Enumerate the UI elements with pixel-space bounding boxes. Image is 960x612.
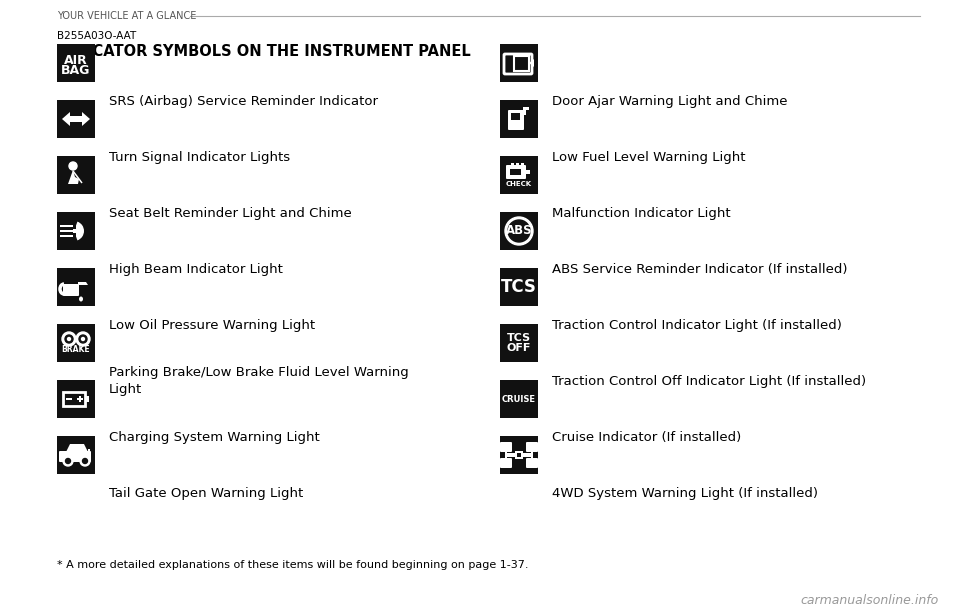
Bar xyxy=(88,449,90,460)
Text: ABS: ABS xyxy=(506,225,532,237)
Text: Low Fuel Level Warning Light: Low Fuel Level Warning Light xyxy=(552,151,746,163)
Polygon shape xyxy=(66,444,88,452)
Bar xyxy=(60,230,74,232)
Text: Seat Belt Reminder Light and Chime: Seat Belt Reminder Light and Chime xyxy=(109,206,351,220)
Bar xyxy=(57,268,95,306)
Circle shape xyxy=(63,456,73,466)
Text: Traction Control Indicator Light (If installed): Traction Control Indicator Light (If ins… xyxy=(552,318,842,332)
Bar xyxy=(79,396,81,402)
Polygon shape xyxy=(68,170,79,184)
Circle shape xyxy=(69,162,77,170)
Circle shape xyxy=(67,337,70,340)
Bar xyxy=(517,453,521,457)
Circle shape xyxy=(82,337,84,340)
Bar xyxy=(60,235,74,237)
Bar xyxy=(506,453,532,457)
Text: Cruise Indicator (If installed): Cruise Indicator (If installed) xyxy=(552,430,741,444)
Bar xyxy=(66,398,72,400)
Text: CHECK: CHECK xyxy=(506,181,532,187)
Text: Turn Signal Indicator Lights: Turn Signal Indicator Lights xyxy=(109,151,290,163)
Bar xyxy=(57,436,95,474)
Bar xyxy=(525,170,530,174)
Bar xyxy=(77,398,83,400)
Bar xyxy=(511,163,514,166)
Wedge shape xyxy=(74,222,84,241)
FancyBboxPatch shape xyxy=(511,113,520,120)
Circle shape xyxy=(79,335,87,343)
Bar xyxy=(57,156,95,194)
Circle shape xyxy=(62,332,76,346)
Text: Malfunction Indicator Light: Malfunction Indicator Light xyxy=(552,206,731,220)
Bar xyxy=(500,268,538,306)
Circle shape xyxy=(508,220,530,242)
Ellipse shape xyxy=(79,296,83,302)
Bar xyxy=(523,107,529,110)
Text: Charging System Warning Light: Charging System Warning Light xyxy=(109,430,320,444)
Text: AIR: AIR xyxy=(64,53,88,67)
Bar xyxy=(57,100,95,138)
Bar xyxy=(57,212,95,250)
Text: Door Ajar Warning Light and Chime: Door Ajar Warning Light and Chime xyxy=(552,94,787,108)
Bar xyxy=(57,324,95,362)
Polygon shape xyxy=(78,282,88,285)
Text: ABS Service Reminder Indicator (If installed): ABS Service Reminder Indicator (If insta… xyxy=(552,263,848,275)
Text: Tail Gate Open Warning Light: Tail Gate Open Warning Light xyxy=(109,487,303,499)
Bar xyxy=(500,212,538,250)
Polygon shape xyxy=(75,112,90,126)
Bar xyxy=(521,163,524,166)
Circle shape xyxy=(80,456,90,466)
Bar xyxy=(500,324,538,362)
Bar xyxy=(60,225,74,227)
FancyBboxPatch shape xyxy=(526,442,538,452)
Text: TCS: TCS xyxy=(501,278,537,296)
Bar xyxy=(500,436,538,474)
Circle shape xyxy=(83,458,87,463)
Polygon shape xyxy=(529,59,534,67)
Text: Low Oil Pressure Warning Light: Low Oil Pressure Warning Light xyxy=(109,318,315,332)
Bar xyxy=(505,446,507,464)
Circle shape xyxy=(505,217,533,245)
Text: BRAKE: BRAKE xyxy=(61,346,90,354)
Bar xyxy=(500,156,538,194)
Bar xyxy=(500,380,538,418)
Text: BAG: BAG xyxy=(61,64,90,76)
FancyBboxPatch shape xyxy=(59,451,91,462)
Bar xyxy=(500,44,538,82)
Bar xyxy=(500,100,538,138)
Bar xyxy=(531,446,533,464)
Text: OFF: OFF xyxy=(507,343,531,353)
Text: B255A03O-AAT: B255A03O-AAT xyxy=(57,31,136,41)
Bar xyxy=(516,163,519,166)
Text: Traction Control Off Indicator Light (If installed): Traction Control Off Indicator Light (If… xyxy=(552,375,866,387)
Text: Parking Brake/Low Brake Fluid Level Warning
Light: Parking Brake/Low Brake Fluid Level Warn… xyxy=(109,366,409,396)
Text: High Beam Indicator Light: High Beam Indicator Light xyxy=(109,263,283,275)
Text: CRUISE: CRUISE xyxy=(502,395,536,403)
Bar xyxy=(523,109,526,115)
Text: carmanualsonline.info: carmanualsonline.info xyxy=(800,594,938,606)
Text: 4WD System Warning Light (If installed): 4WD System Warning Light (If installed) xyxy=(552,487,818,499)
Circle shape xyxy=(76,332,90,346)
Polygon shape xyxy=(62,112,77,126)
Bar xyxy=(73,221,76,241)
Text: YOUR VEHICLE AT A GLANCE: YOUR VEHICLE AT A GLANCE xyxy=(57,11,197,21)
FancyBboxPatch shape xyxy=(508,110,524,130)
FancyBboxPatch shape xyxy=(500,442,512,452)
Bar xyxy=(73,229,78,233)
FancyArrow shape xyxy=(72,171,83,184)
FancyBboxPatch shape xyxy=(526,458,538,468)
Bar xyxy=(57,44,95,82)
FancyBboxPatch shape xyxy=(506,165,526,179)
Text: INDICATOR SYMBOLS ON THE INSTRUMENT PANEL: INDICATOR SYMBOLS ON THE INSTRUMENT PANE… xyxy=(57,45,470,59)
Circle shape xyxy=(65,458,70,463)
Bar xyxy=(85,396,89,402)
FancyBboxPatch shape xyxy=(510,169,521,175)
Bar xyxy=(57,380,95,418)
FancyBboxPatch shape xyxy=(500,458,512,468)
FancyBboxPatch shape xyxy=(63,284,79,296)
Text: * A more detailed explanations of these items will be found beginning on page 1-: * A more detailed explanations of these … xyxy=(57,560,529,570)
Text: TCS: TCS xyxy=(507,333,531,343)
Bar xyxy=(515,451,523,459)
Text: SRS (Airbag) Service Reminder Indicator: SRS (Airbag) Service Reminder Indicator xyxy=(109,94,378,108)
Circle shape xyxy=(65,335,73,343)
